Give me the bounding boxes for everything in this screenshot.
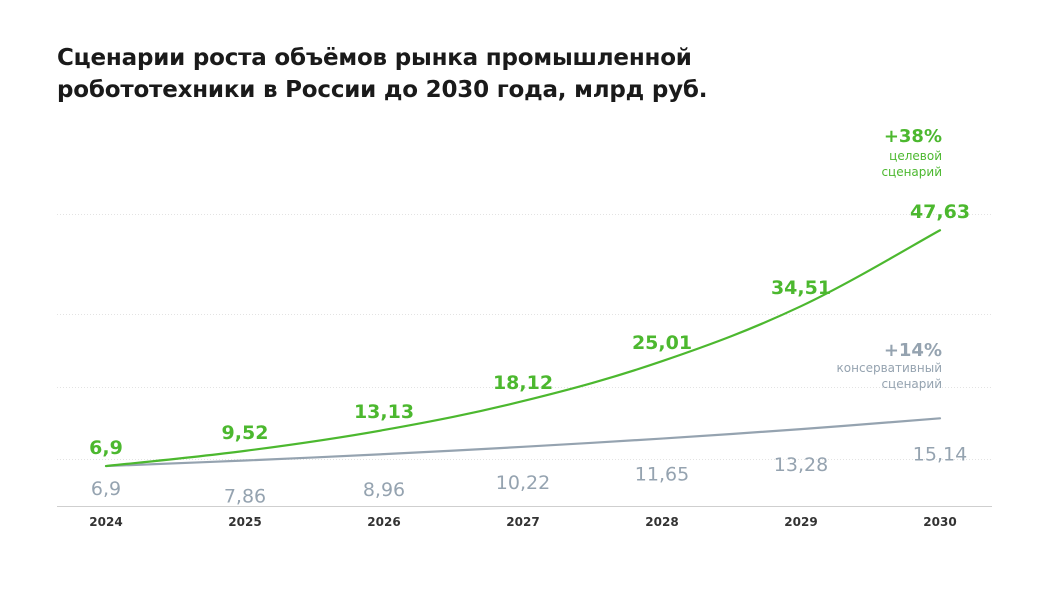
conservative-growth-label: +14% (884, 340, 942, 361)
conservative-data-label: 11,65 (635, 464, 689, 486)
target-data-label: 6,9 (89, 437, 123, 459)
target-data-label: 34,51 (771, 277, 831, 299)
conservative-series-line (104, 417, 942, 468)
target-data-label: 9,52 (222, 422, 269, 444)
conservative-data-label: 13,28 (774, 454, 828, 476)
target-growth-label: +38% (884, 126, 942, 147)
target-data-label: 18,12 (493, 372, 553, 394)
chart-title: Сценарии роста объёмов рынка промышленно… (57, 42, 708, 106)
x-tick-label: 2024 (89, 515, 122, 529)
x-tick-label: 2026 (367, 515, 400, 529)
conservative-data-label: 15,14 (913, 443, 967, 465)
x-tick-label: 2030 (923, 515, 956, 529)
target-data-label: 25,01 (632, 332, 692, 354)
grid-lines (57, 214, 992, 507)
x-tick-label: 2028 (645, 515, 678, 529)
target-data-label: 47,63 (910, 201, 970, 223)
data-labels: 6,9 7,86 8,96 10,22 11,65 13,28 15,14 6,9 9,52 13… (89, 201, 970, 507)
target-scenario-label-1: целевой (889, 149, 942, 163)
series-lines (104, 229, 942, 468)
conservative-scenario-label-2: сценарий (881, 377, 942, 391)
x-tick-label: 2027 (506, 515, 539, 529)
target-data-label: 13,13 (354, 401, 414, 423)
conservative-data-label: 8,96 (363, 479, 405, 501)
target-scenario-label-2: сценарий (881, 165, 942, 179)
x-axis-ticks: 2024 2025 2026 2027 2028 2029 2030 (89, 515, 956, 529)
target-series-line (104, 229, 942, 468)
conservative-data-label: 10,22 (496, 472, 550, 494)
target-annotation: +38% целевой сценарий (881, 126, 942, 179)
x-tick-label: 2025 (228, 515, 261, 529)
chart-title-line-2: робототехники в России до 2030 года, млр… (57, 77, 708, 103)
x-tick-label: 2029 (784, 515, 817, 529)
conservative-data-label: 7,86 (224, 485, 266, 507)
chart-title-line-1: Сценарии роста объёмов рынка промышленно… (57, 45, 692, 71)
conservative-annotation: +14% консервативный сценарий (837, 340, 942, 391)
conservative-data-label: 6,9 (91, 478, 121, 500)
conservative-scenario-label-1: консервативный (837, 361, 942, 375)
